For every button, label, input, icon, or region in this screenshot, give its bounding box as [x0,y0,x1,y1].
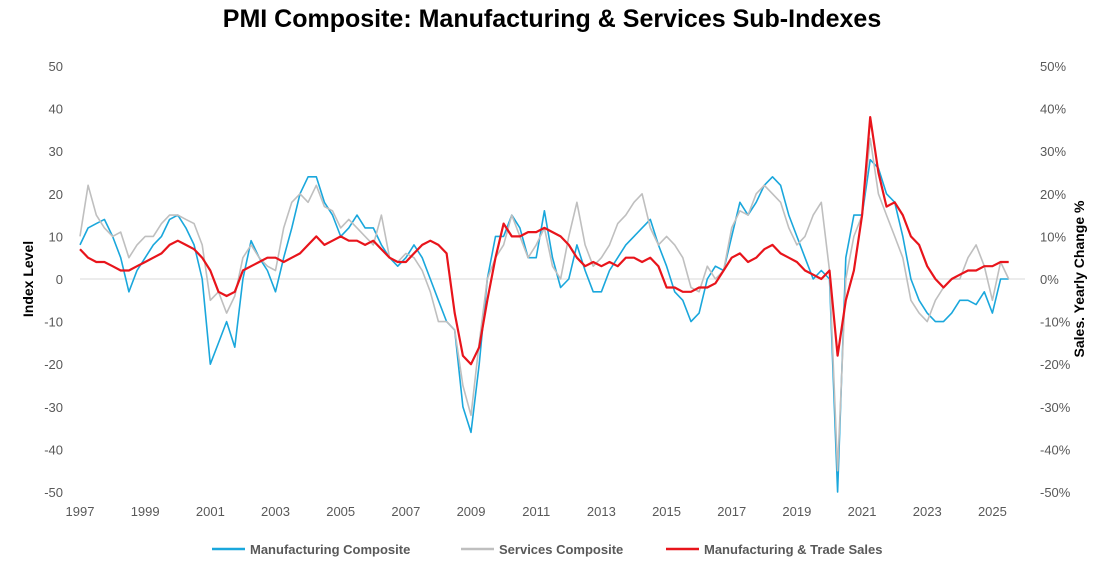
y2-tick-label: -30% [1040,400,1071,415]
y-tick-label: -40 [44,442,63,457]
y2-tick-label: -10% [1040,315,1071,330]
y-tick-label: 10 [49,229,63,244]
x-tick-label: 1999 [131,504,160,519]
y2-tick-label: 20% [1040,187,1066,202]
y2-tick-label: 0% [1040,272,1059,287]
legend-label: Manufacturing & Trade Sales [704,542,882,557]
y-tick-label: -50 [44,485,63,500]
x-tick-label: 2017 [717,504,746,519]
y-tick-label: -30 [44,400,63,415]
x-tick-label: 2025 [978,504,1007,519]
x-tick-label: 2021 [848,504,877,519]
y2-tick-label: -40% [1040,442,1071,457]
x-tick-label: 2005 [326,504,355,519]
x-tick-label: 1997 [66,504,95,519]
series-line-services-composite [79,137,1010,472]
legend-label: Manufacturing Composite [250,542,410,557]
y2-tick-label: 40% [1040,102,1066,117]
legend-label: Services Composite [499,542,623,557]
series-line-manufacturing-trade-sales [79,115,1009,366]
y2-tick-label: 50% [1040,59,1066,74]
y2-tick-label: 10% [1040,229,1066,244]
y-tick-label: -20 [44,357,63,372]
y-tick-label: 30 [49,144,63,159]
series-line-manufacturing-composite [79,158,1009,493]
x-tick-label: 2001 [196,504,225,519]
y2-axis-label: Sales. Yearly Change % [1071,200,1087,357]
x-tick-label: 2007 [391,504,420,519]
y2-tick-label: -50% [1040,485,1071,500]
x-tick-label: 2011 [522,504,550,519]
y-axis-label: Index Level [20,241,36,317]
y-tick-label: 20 [49,187,63,202]
y2-tick-label: 30% [1040,144,1066,159]
x-tick-label: 2015 [652,504,681,519]
x-tick-label: 2003 [261,504,290,519]
chart-title: PMI Composite: Manufacturing & Services … [223,5,881,33]
y-tick-label: 50 [49,59,63,74]
y-tick-label: 0 [56,272,63,287]
y-tick-label: 40 [49,102,63,117]
x-tick-label: 2023 [913,504,942,519]
x-tick-label: 2009 [457,504,486,519]
y2-tick-label: -20% [1040,357,1071,372]
x-tick-label: 2013 [587,504,616,519]
x-tick-label: 2019 [782,504,811,519]
y-tick-label: -10 [44,315,63,330]
